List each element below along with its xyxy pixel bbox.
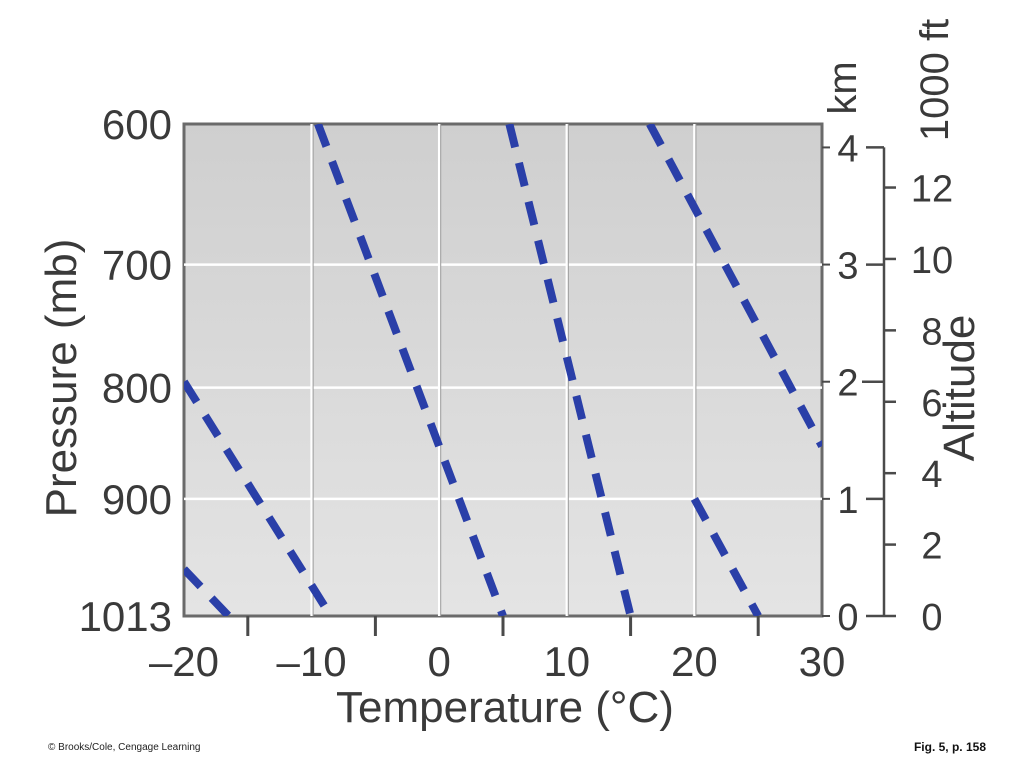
ft-tick-label: 12 bbox=[911, 169, 953, 211]
dry-adiabat-line-2 bbox=[184, 379, 335, 616]
x-tick-label: 30 bbox=[799, 638, 846, 685]
copyright-text: © Brooks/Cole, Cengage Learning bbox=[48, 742, 201, 753]
pressure-tick-label: 800 bbox=[102, 365, 172, 412]
pressure-tick-label: 600 bbox=[102, 101, 172, 148]
x-tick-label: 0 bbox=[428, 638, 451, 685]
pressure-axis: 600 700 800 900 1013 bbox=[79, 101, 172, 640]
x-axis: –20 –10 0 10 20 30 bbox=[149, 616, 845, 685]
pressure-tick-label: 1013 bbox=[79, 593, 172, 640]
ft-unit-label: 1000 ft bbox=[913, 19, 957, 141]
x-tick-label: 10 bbox=[543, 638, 590, 685]
dry-adiabat-line-4 bbox=[314, 124, 507, 616]
ft-tick-label: 4 bbox=[921, 454, 942, 496]
ft-tick-label: 0 bbox=[921, 597, 942, 639]
altitude-ft-axis: 0 2 4 6 8 10 12 bbox=[862, 146, 953, 639]
ft-tick-label: 2 bbox=[921, 526, 942, 568]
km-tick-label: 4 bbox=[837, 128, 858, 170]
x-axis-title: Temperature (°C) bbox=[336, 683, 674, 732]
x-tick-label: 20 bbox=[671, 638, 718, 685]
dry-adiabat-line-5 bbox=[505, 124, 635, 616]
altitude-km-axis: 0 1 2 3 4 bbox=[822, 128, 859, 639]
km-tick-label: 1 bbox=[837, 480, 858, 522]
dry-adiabat-line-6 bbox=[646, 124, 822, 449]
km-tick-label: 0 bbox=[837, 597, 858, 639]
pressure-tick-label: 700 bbox=[102, 242, 172, 289]
ft-tick-label: 6 bbox=[921, 383, 942, 425]
ft-tick-label: 8 bbox=[921, 311, 942, 353]
series-group bbox=[184, 124, 822, 616]
dry-adiabat-line-7 bbox=[690, 496, 762, 616]
km-unit-label: km bbox=[821, 61, 865, 114]
km-tick-label: 2 bbox=[837, 363, 858, 405]
km-tick-label: 3 bbox=[837, 246, 858, 288]
altitude-title: Altitude bbox=[935, 315, 984, 462]
x-tick-label: –20 bbox=[149, 638, 219, 685]
ft-tick-label: 10 bbox=[911, 240, 953, 282]
figure-reference: Fig. 5, p. 158 bbox=[913, 740, 986, 754]
x-tick-label: –10 bbox=[277, 638, 347, 685]
y-axis-title: Pressure (mb) bbox=[37, 239, 86, 518]
plot-area bbox=[182, 122, 824, 618]
dry-adiabat-line-3 bbox=[184, 566, 232, 616]
pressure-tick-label: 900 bbox=[102, 476, 172, 523]
